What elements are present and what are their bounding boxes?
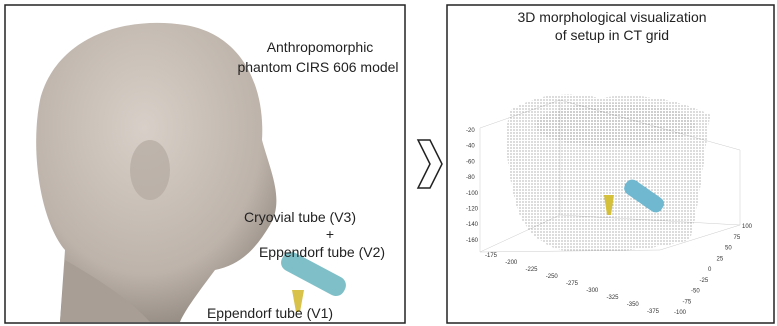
x-tick-label: -300 — [586, 288, 599, 294]
z-tick-label: -40 — [466, 144, 475, 150]
y-tick-label: 75 — [734, 235, 741, 241]
z-tick-label: -80 — [466, 175, 475, 181]
x-tick-label: -325 — [607, 295, 620, 301]
y-tick-label: -25 — [700, 278, 709, 284]
z-tick-label: -140 — [466, 222, 479, 228]
x-tick-label: -350 — [627, 302, 640, 308]
z-tick-label: -100 — [466, 191, 479, 197]
y-tick-label: 50 — [725, 246, 732, 252]
x-tick-label: -225 — [526, 267, 539, 273]
tube-label: Eppendorf tube (V1) — [207, 305, 333, 321]
plot-title: 3D morphological visualization — [517, 9, 706, 25]
x-tick-label: -200 — [505, 260, 518, 266]
y-tick-label: -75 — [683, 299, 692, 305]
x-tick-label: -375 — [647, 309, 660, 315]
x-tick-label: -275 — [566, 281, 579, 287]
phantom-title: phantom CIRS 606 model — [237, 59, 398, 75]
x-tick-label: -250 — [546, 274, 559, 280]
tube-label: Cryovial tube (V3) — [244, 209, 356, 225]
z-tick-label: -160 — [466, 238, 479, 244]
z-tick-label: -20 — [466, 128, 475, 134]
figure: Anthropomorphic phantom CIRS 606 model C… — [0, 0, 777, 326]
y-tick-label: 100 — [742, 224, 753, 230]
phantom-title: Anthropomorphic — [267, 39, 374, 55]
y-tick-label: 25 — [717, 256, 724, 262]
plot-title: of setup in CT grid — [555, 27, 669, 43]
tube-label: + — [326, 226, 334, 242]
y-tick-label: -100 — [674, 310, 687, 316]
tube-label: Eppendorf tube (V2) — [259, 244, 385, 260]
point-cloud — [507, 94, 710, 252]
y-tick-label: -50 — [691, 289, 700, 295]
z-tick-label: -120 — [466, 207, 479, 213]
z-tick-label: -60 — [466, 159, 475, 165]
arrow — [418, 140, 442, 188]
x-tick-label: -175 — [485, 253, 498, 259]
